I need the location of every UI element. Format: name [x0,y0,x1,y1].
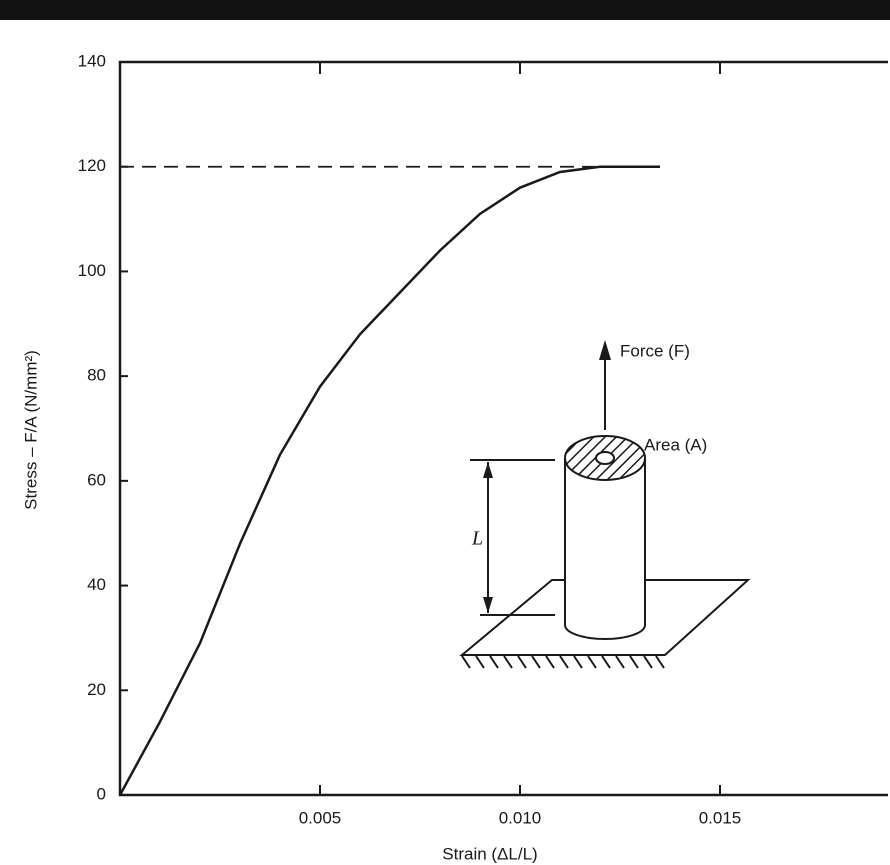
length-label: L [471,528,483,550]
y-tick-label: 80 [87,366,106,385]
specimen-diagram: Force (F) Area (A) L [459,340,751,669]
x-tick-label: 0.015 [699,808,742,827]
x-axis-label: Strain (ΔL/L) [442,844,537,863]
cylinder-body [564,458,646,640]
base-plate [459,579,751,656]
y-tick-label: 40 [87,575,106,594]
y-tick-label: 100 [78,261,106,280]
y-tick-label: 20 [87,680,106,699]
stress-strain-curve [118,165,660,796]
y-tick-label: 0 [97,784,106,803]
y-axis-label: Stress – F/A (N/mm²) [21,350,40,510]
force-label: Force (F) [620,341,690,360]
area-hole [595,451,615,465]
y-tick-label: 60 [87,470,106,489]
x-tick-label: 0.010 [499,808,542,827]
plot-frame [118,60,888,797]
area-label: Area (A) [644,435,707,454]
y-tick-label: 140 [78,51,106,70]
dimension-arrows [483,462,493,613]
arrow-head [599,340,611,360]
x-tick-label: 0.005 [299,808,342,827]
y-tick-label: 120 [78,156,106,175]
top-bar [0,0,890,20]
ground-hatch [461,655,665,669]
